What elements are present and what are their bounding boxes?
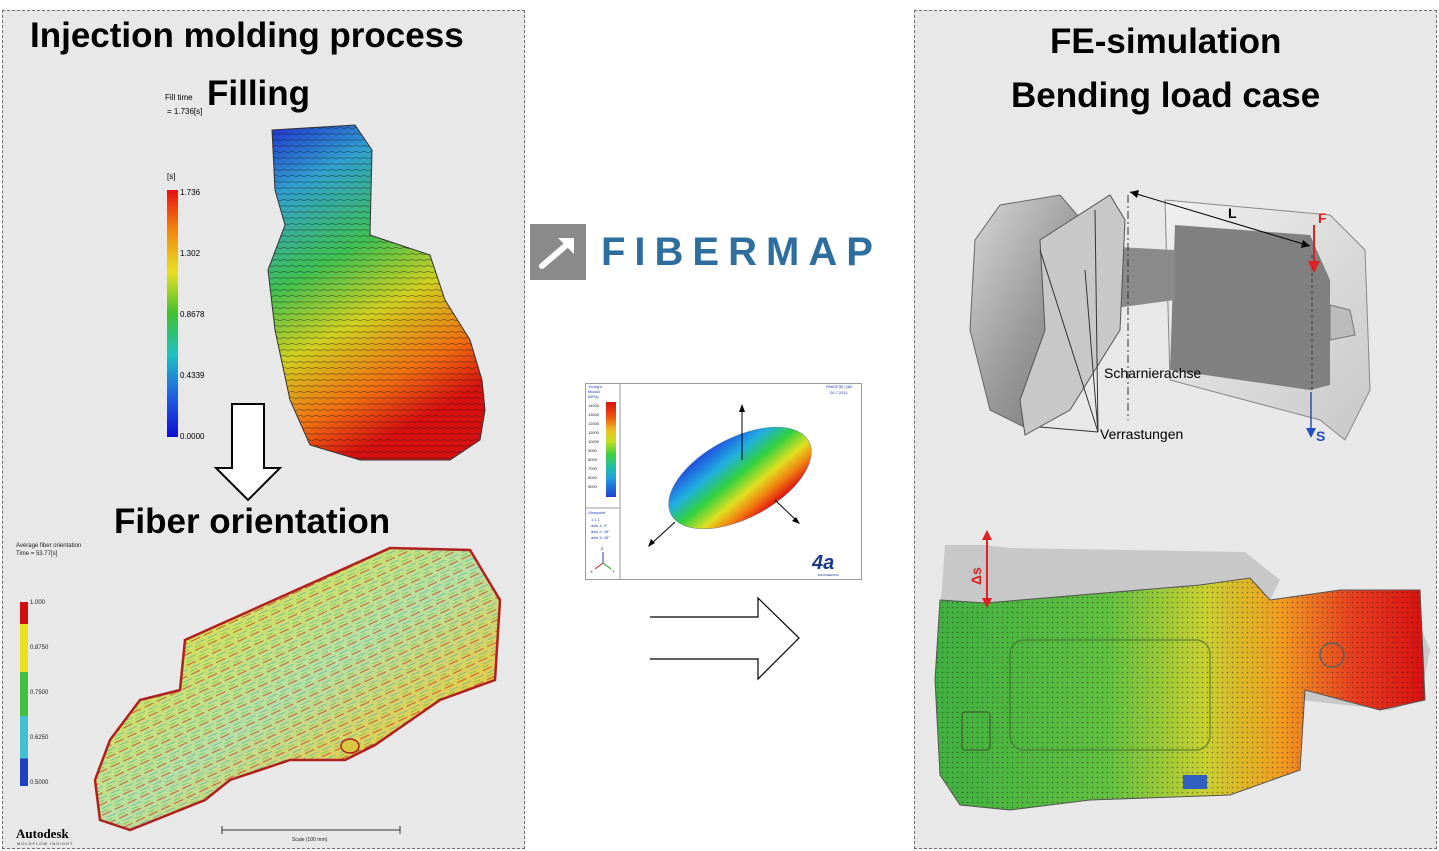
fibermap-logo: FIBERMAP <box>601 230 882 274</box>
viewpoint-line: 1 1 1 <box>591 517 600 522</box>
axis-y-label: Y <box>612 569 615 574</box>
filling-heading: Filling <box>207 74 311 113</box>
fill-time-label: Fill time <box>165 93 193 102</box>
fiber-time-label: Time = 53.77[s] <box>16 551 58 557</box>
fill-scale-tick: 1.736 <box>180 188 201 197</box>
axis-z-label: Z <box>601 546 604 551</box>
fiber-scale-tick: 0.6250 <box>30 735 49 741</box>
latches-label: Verrastungen <box>1100 426 1184 442</box>
fibermap-logo-icon <box>530 224 586 280</box>
viewpoint-label: Viewpoint <box>588 510 606 515</box>
ellipsoid-plot-date: 26.7.2011 <box>830 390 848 395</box>
fill-scale-tick: 0.8678 <box>180 310 205 319</box>
ellipsoid-scale-tick: 11000 <box>588 430 599 435</box>
ellipsoid-scale-tick: 13000 <box>588 412 600 417</box>
ellipsoid-scale-tick: 5000 <box>588 484 597 489</box>
ellipsoid-scale-tick: 12000 <box>588 421 600 426</box>
fill-scale-tick: 0.0000 <box>180 432 205 441</box>
axis-x-label: X <box>590 569 593 574</box>
ellipsoid-plot-title: PA6GF30_060 <box>826 384 853 389</box>
ellipsoid-scale-tick: 14000 <box>588 403 600 408</box>
fill-scale-tick: 1.302 <box>180 249 201 258</box>
deflection-label: S <box>1316 428 1326 444</box>
ellipsoid-color-scale <box>606 402 616 497</box>
viewpoint-line: axis 3: 45° <box>591 535 610 540</box>
fiber-color-scale <box>20 602 28 786</box>
fe-simulation-title: FE-simulation <box>1050 22 1282 61</box>
fiber-scale-tick: 0.7500 <box>30 690 49 696</box>
ellipsoid-header-line: Moduli <box>588 389 600 394</box>
fill-color-scale <box>167 190 178 437</box>
fill-unit-label: [s] <box>167 172 176 181</box>
viewpoint-line: axis 2: 45° <box>591 529 610 534</box>
hinge-axis-label: Scharnierachse <box>1104 365 1202 381</box>
fiber-orientation-heading: Fiber orientation <box>114 502 391 541</box>
force-label: F <box>1318 210 1327 226</box>
fiber-scale-tick: 0.5000 <box>30 780 49 786</box>
delta-s-label: Δs <box>968 567 984 585</box>
company-sub: ENGINEERING <box>818 573 840 577</box>
bending-load-title: Bending load case <box>1011 76 1321 115</box>
ellipsoid-scale-tick: 10000 <box>588 439 600 444</box>
length-label: L <box>1228 205 1237 221</box>
fiber-scale-tick: 1.000 <box>30 600 46 606</box>
fill-time-value: = 1.736[s] <box>167 107 203 116</box>
autodesk-brand: Autodesk <box>16 826 69 841</box>
fiber-orientation-label: Average fiber orientation <box>16 543 82 549</box>
fiber-scale-tick: 0.8750 <box>30 645 49 651</box>
ellipsoid-header-line: Young's <box>588 384 602 389</box>
company-logo: 4a <box>812 552 835 574</box>
ellipsoid-scale-tick: 7000 <box>588 466 597 471</box>
scale-label: Scale (100 mm) <box>292 837 328 843</box>
ellipsoid-scale-tick: 6000 <box>588 475 597 480</box>
fill-scale-tick: 0.4339 <box>180 371 205 380</box>
autodesk-subbrand: MOLDFLOW INSIGHT <box>17 841 74 846</box>
ellipsoid-scale-tick: 8000 <box>588 457 597 462</box>
injection-molding-title: Injection molding process <box>30 16 464 55</box>
ellipsoid-scale-tick: 9000 <box>588 448 597 453</box>
viewpoint-line: axis 1: 0° <box>591 523 608 528</box>
ellipsoid-header-line: [MPa] <box>588 394 599 399</box>
